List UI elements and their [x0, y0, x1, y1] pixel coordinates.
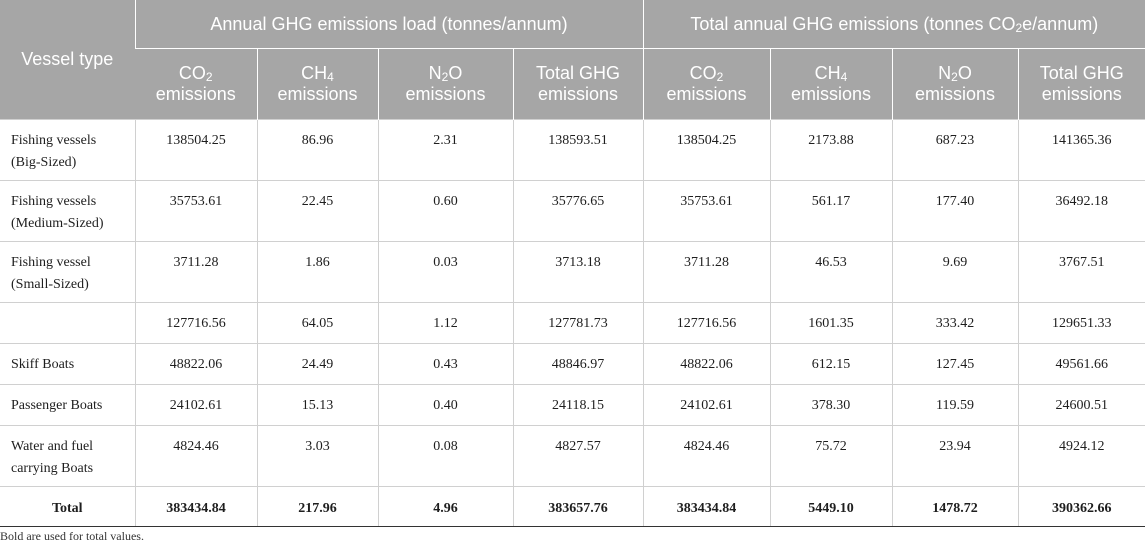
table-cell: 1.12	[377, 302, 513, 344]
table-cell: 0.43	[377, 343, 513, 385]
table-row: 127716.56 64.05 1.12 127781.73 127716.56…	[0, 302, 1145, 344]
ghg-emissions-table: Vessel type Annual GHG emissions load (t…	[0, 0, 1145, 527]
header-vessel-type: Vessel type	[0, 0, 135, 120]
table-cell: 48846.97	[512, 343, 643, 385]
table-row: Water and fuel carrying Boats 4824.46 3.0…	[0, 425, 1145, 487]
header-annual-load-group: Annual GHG emissions load (tonnes/annum)	[134, 0, 643, 49]
header-ch4-load: CH4 emissions	[256, 48, 378, 120]
total-label: Total	[0, 486, 135, 527]
header-n2o-load: N2O emissions	[377, 48, 513, 120]
table-cell: 35776.65	[512, 180, 643, 242]
table-cell: 35753.61	[134, 180, 257, 242]
table-cell: 138504.25	[134, 119, 257, 181]
header-total-annual-group: Total annual GHG emissions (tonnes CO2e/…	[642, 0, 1145, 49]
table-cell: 64.05	[256, 302, 378, 344]
table-cell: 2173.88	[769, 119, 892, 181]
table-cell: 612.15	[769, 343, 892, 385]
table-cell: 4924.12	[1017, 425, 1145, 487]
table-cell: 9.69	[891, 241, 1018, 303]
total-row: Total 383434.84 217.96 4.96 383657.76 38…	[0, 486, 1145, 527]
total-cell: 4.96	[377, 486, 513, 527]
header-n2o-total: N2O emissions	[891, 48, 1018, 120]
total-cell: 390362.66	[1017, 486, 1145, 527]
header-total-ghg-total: Total GHG emissions	[1017, 48, 1145, 120]
table-cell: 138593.51	[512, 119, 643, 181]
table-cell: 48822.06	[642, 343, 770, 385]
table-cell: 3767.51	[1017, 241, 1145, 303]
table-cell: 127716.56	[134, 302, 257, 344]
table-cell: 333.42	[891, 302, 1018, 344]
table-cell: 15.13	[256, 384, 378, 426]
table-cell: 36492.18	[1017, 180, 1145, 242]
table-cell: 2.31	[377, 119, 513, 181]
table-cell: 129651.33	[1017, 302, 1145, 344]
table-cell: 119.59	[891, 384, 1018, 426]
total-cell: 383434.84	[642, 486, 770, 527]
total-cell: 1478.72	[891, 486, 1018, 527]
header-co2-total: CO2 emissions	[642, 48, 770, 120]
table-cell: 4827.57	[512, 425, 643, 487]
row-label: Fishing vessels (Medium-Sized)	[0, 180, 135, 242]
table-cell: 561.17	[769, 180, 892, 242]
header-ch4-total: CH4 emissions	[769, 48, 892, 120]
row-label: Water and fuel carrying Boats	[0, 425, 135, 487]
table-cell: 127.45	[891, 343, 1018, 385]
table-cell: 177.40	[891, 180, 1018, 242]
table-cell: 49561.66	[1017, 343, 1145, 385]
table-cell: 141365.36	[1017, 119, 1145, 181]
table-cell: 3711.28	[134, 241, 257, 303]
table-cell: 24118.15	[512, 384, 643, 426]
table-cell: 3.03	[256, 425, 378, 487]
total-cell: 383434.84	[134, 486, 257, 527]
table-cell: 75.72	[769, 425, 892, 487]
table-cell: 3713.18	[512, 241, 643, 303]
row-label: Passenger Boats	[0, 384, 135, 426]
table-cell: 1601.35	[769, 302, 892, 344]
table-cell: 127716.56	[642, 302, 770, 344]
table-cell: 23.94	[891, 425, 1018, 487]
table-cell: 46.53	[769, 241, 892, 303]
table-row: Fishing vessels (Medium-Sized) 35753.61 2…	[0, 180, 1145, 242]
header-co2-load: CO2 emissions	[135, 48, 257, 120]
table-cell: 48822.06	[134, 343, 257, 385]
table-footnote: Bold are used for total values.	[0, 529, 144, 543]
table-cell: 35753.61	[642, 180, 770, 242]
table-cell: 0.60	[377, 180, 513, 242]
row-label: Fishing vessel (Small-Sized)	[0, 241, 135, 303]
table-cell: 4824.46	[134, 425, 257, 487]
total-cell: 5449.10	[769, 486, 892, 527]
table-cell: 687.23	[891, 119, 1018, 181]
header-total-ghg-load: Total GHG emissions	[512, 48, 643, 120]
table-cell: 127781.73	[512, 302, 643, 344]
table-cell: 378.30	[769, 384, 892, 426]
table-cell: 0.03	[377, 241, 513, 303]
table-cell: 0.40	[377, 384, 513, 426]
table-row: Fishing vessels (Big-Sized) 138504.25 86.…	[0, 119, 1145, 181]
table-cell: 4824.46	[642, 425, 770, 487]
table-cell: 24.49	[256, 343, 378, 385]
table-cell: 24102.61	[134, 384, 257, 426]
table-cell: 138504.25	[642, 119, 770, 181]
table-cell: 0.08	[377, 425, 513, 487]
table-cell: 22.45	[256, 180, 378, 242]
row-label: Fishing vessels (Big-Sized)	[0, 119, 135, 181]
table-row: Passenger Boats 24102.61 15.13 0.40 2411…	[0, 384, 1145, 426]
table-cell: 3711.28	[642, 241, 770, 303]
table-cell: 24600.51	[1017, 384, 1145, 426]
table-row: Skiff Boats 48822.06 24.49 0.43 48846.97…	[0, 343, 1145, 385]
total-cell: 217.96	[256, 486, 378, 527]
table-cell: 24102.61	[642, 384, 770, 426]
table-cell: 1.86	[256, 241, 378, 303]
total-cell: 383657.76	[512, 486, 643, 527]
table-row: Fishing vessel (Small-Sized) 3711.28 1.86…	[0, 241, 1145, 303]
row-label: Skiff Boats	[0, 343, 135, 385]
table-cell: 86.96	[256, 119, 378, 181]
row-label	[0, 302, 135, 344]
